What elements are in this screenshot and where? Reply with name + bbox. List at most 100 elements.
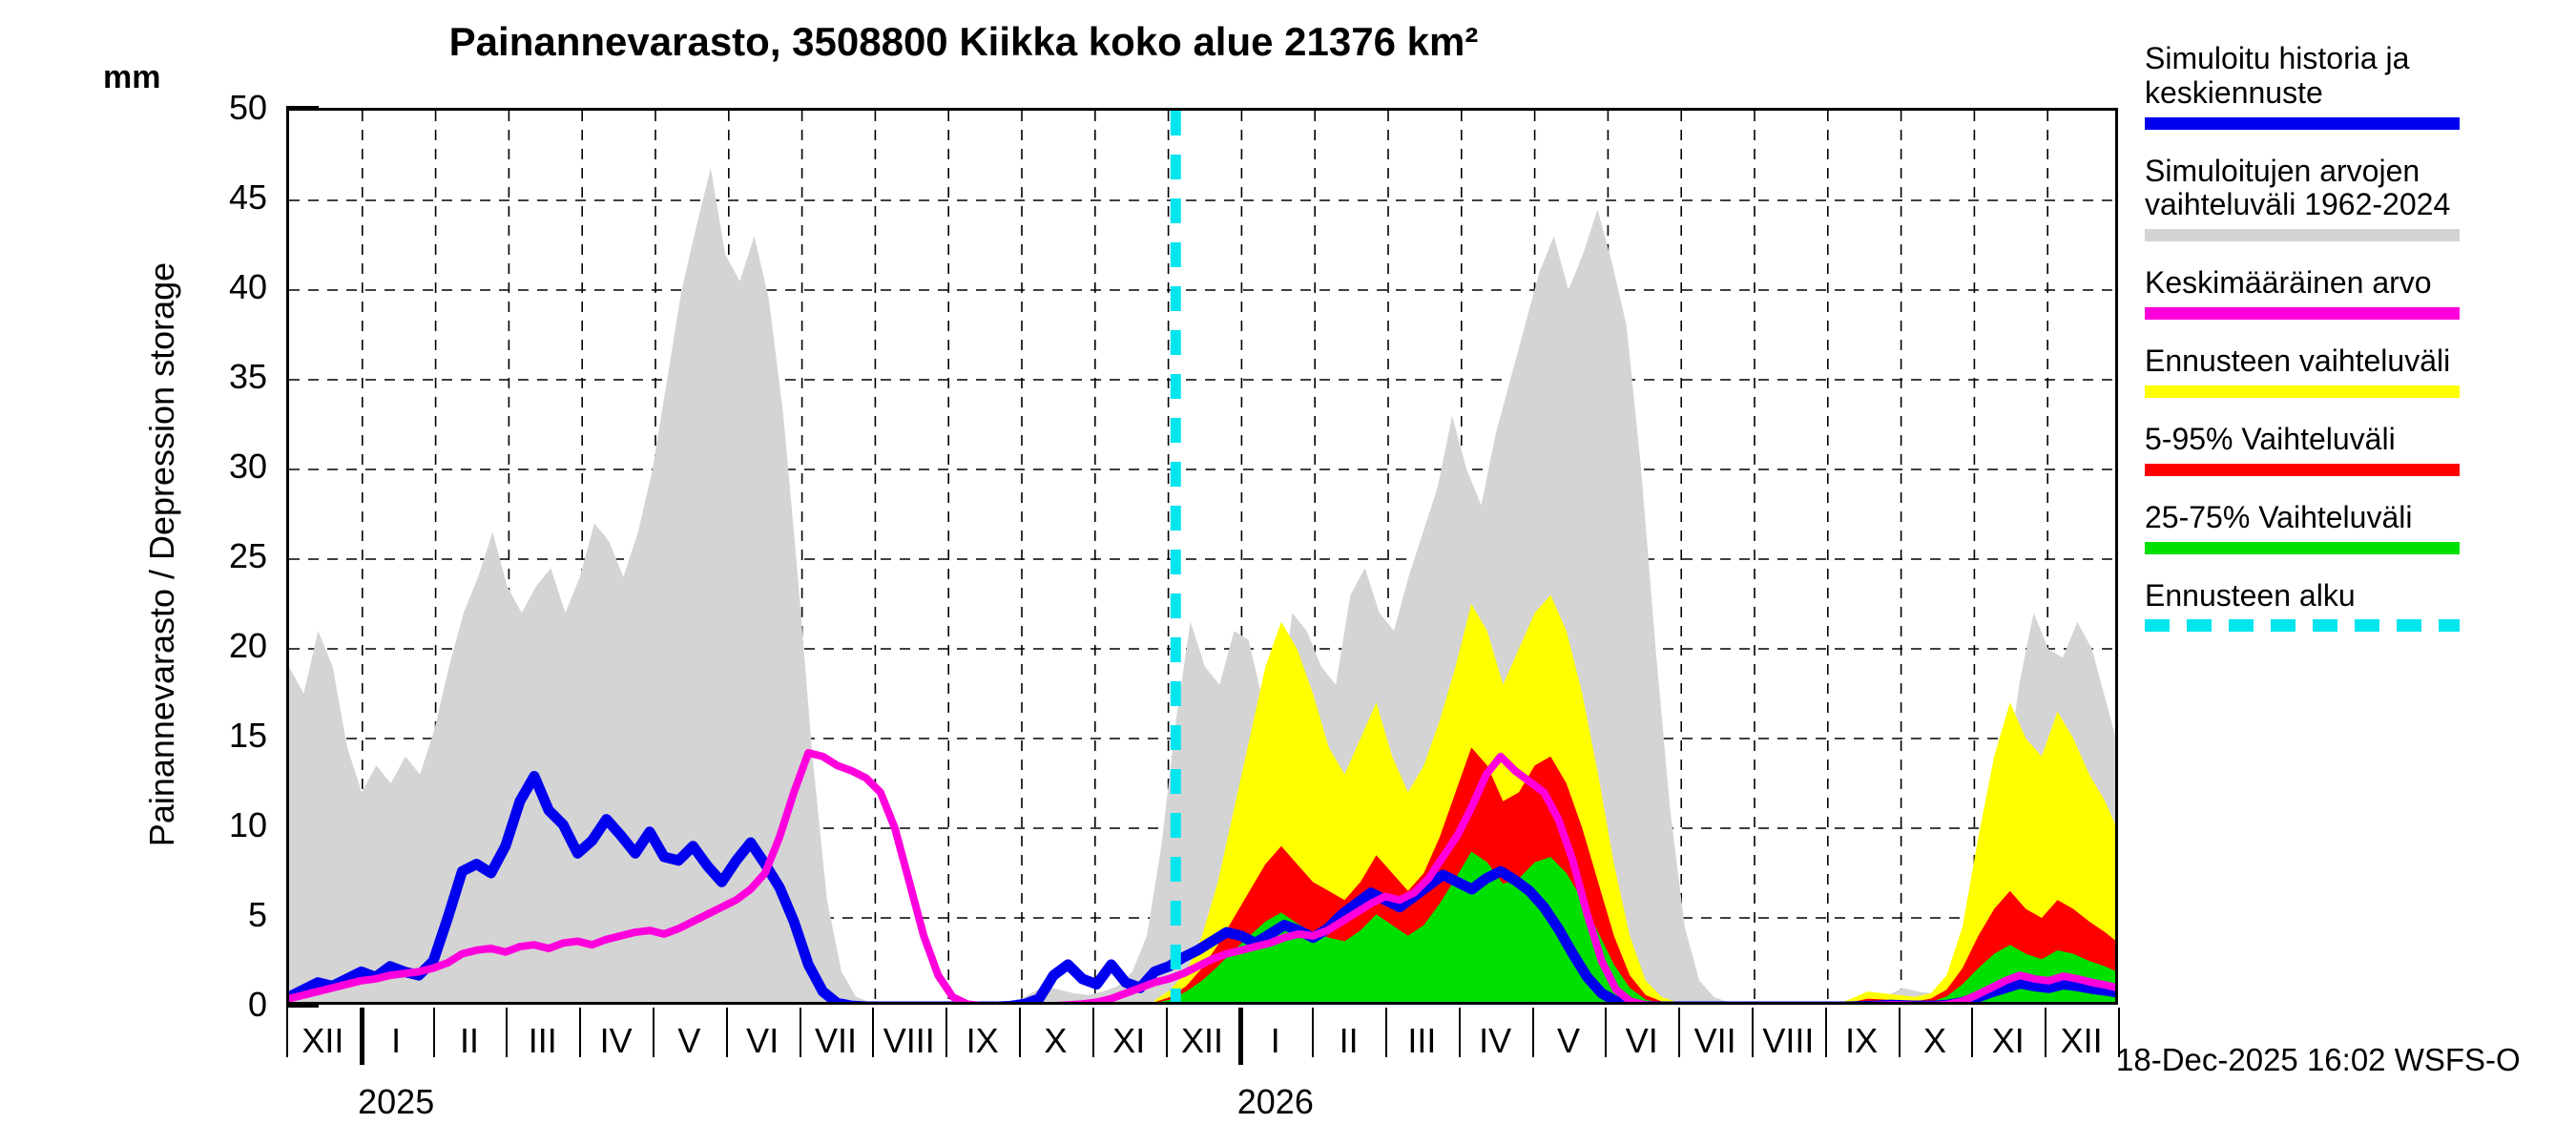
legend-label: Ennusteen alku — [2145, 577, 2356, 613]
x-tick-label: X — [1922, 1021, 1947, 1060]
x-tick-mark-month — [1091, 1008, 1094, 1057]
y-tick-label: 40 — [228, 267, 267, 306]
x-tick-mark-month — [1165, 1008, 1168, 1057]
legend-label: 5-95% Vaihteluväli — [2145, 421, 2396, 456]
x-tick-mark-month — [2045, 1008, 2047, 1057]
x-tick-label: II — [1339, 1021, 1359, 1060]
y-tick-label: 30 — [228, 447, 267, 486]
x-tick-mark-month — [2118, 1008, 2120, 1057]
legend-label: Keskimääräinen arvo — [2145, 265, 2432, 301]
x-tick-label: XII — [2060, 1021, 2103, 1060]
x-tick-label: III — [528, 1021, 557, 1060]
legend-swatch-forecast-start — [2145, 619, 2460, 633]
legend-swatch-range-25-75 — [2145, 541, 2460, 554]
x-tick-mark-month — [506, 1008, 509, 1057]
x-axis: XII I II III IV V VI VII VIII IX X XI XII I II III IV V VI… — [286, 1008, 2120, 1121]
plot-clip — [289, 111, 2115, 1002]
x-tick-mark-year — [359, 1008, 364, 1065]
footer-timestamp: 18-Dec-2025 16:02 WSFS-O — [2116, 1042, 2521, 1077]
legend-entry-simulated-history: Simuloitu historia ja keskiennuste — [2145, 41, 2565, 130]
x-tick-label: III — [1407, 1021, 1437, 1060]
x-tick-label: IX — [1845, 1021, 1879, 1060]
x-tick-mark-month — [1824, 1008, 1827, 1057]
series-band — [289, 168, 2115, 1002]
legend-swatch-mean-value — [2145, 307, 2460, 321]
x-tick-mark-month — [579, 1008, 582, 1057]
legend-swatch-simulated-range — [2145, 229, 2460, 242]
y-tick-label: 25 — [228, 536, 267, 575]
x-tick-label: II — [459, 1021, 480, 1060]
legend-label: Simuloitujen arvojen vaihteluväli 1962-2… — [2145, 153, 2451, 222]
y-tick-label: 15 — [228, 716, 267, 755]
legend-swatch-range-5-95 — [2145, 463, 2460, 476]
y-tick-label: 20 — [228, 626, 267, 665]
series-band — [1159, 851, 2115, 1002]
series-line — [289, 770, 2115, 1002]
y-tick-label: 0 — [247, 985, 267, 1024]
legend-swatch-simulated-history — [2145, 116, 2460, 130]
plot-area — [286, 108, 2118, 1005]
x-tick-label: IV — [1479, 1021, 1512, 1060]
x-tick-label: I — [1270, 1021, 1280, 1060]
x-tick-mark-month — [1898, 1008, 1901, 1057]
x-tick-mark-month — [1752, 1008, 1754, 1057]
chart-canvas — [289, 111, 2115, 1002]
y-tick-label: 5 — [247, 895, 267, 934]
legend-label: Simuloitu historia ja keskiennuste — [2145, 41, 2410, 110]
legend-entry-forecast-start: Ennusteen alku — [2145, 577, 2565, 633]
y-tick-label: 35 — [228, 357, 267, 396]
y-tick-label: 45 — [228, 177, 267, 217]
x-tick-label: XI — [1991, 1021, 2025, 1060]
x-axis-year-label: 2025 — [358, 1082, 435, 1121]
x-tick-mark-month — [286, 1008, 288, 1057]
x-tick-mark-month — [945, 1008, 948, 1057]
y-tick-label: 50 — [228, 88, 267, 127]
x-tick-mark-month — [725, 1008, 728, 1057]
legend-label: Ennusteen vaihteluväli — [2145, 344, 2451, 379]
x-tick-mark-month — [1019, 1008, 1021, 1057]
y-axis-unit: mm — [103, 59, 161, 95]
x-axis-year-label: 2026 — [1236, 1082, 1314, 1121]
x-tick-mark-month — [1971, 1008, 1974, 1057]
legend-swatch-forecast-range — [2145, 385, 2460, 398]
x-tick-mark-month — [432, 1008, 435, 1057]
x-tick-label: IV — [599, 1021, 633, 1060]
x-tick-mark-month — [799, 1008, 801, 1057]
y-tick-label: 10 — [228, 805, 267, 844]
x-tick-label: VII — [814, 1021, 858, 1060]
x-tick-mark-month — [1385, 1008, 1387, 1057]
x-tick-label: XII — [301, 1021, 344, 1060]
x-tick-label: VIII — [883, 1021, 935, 1060]
x-tick-label: I — [391, 1021, 402, 1060]
x-tick-mark-month — [1531, 1008, 1534, 1057]
x-tick-mark-month — [872, 1008, 875, 1057]
x-tick-label: VIII — [1762, 1021, 1815, 1060]
x-tick-mark-year — [1238, 1008, 1244, 1065]
legend-entry-mean-value: Keskimääräinen arvo — [2145, 265, 2565, 321]
y-tick-mark — [286, 1003, 319, 1008]
x-tick-mark-month — [1605, 1008, 1608, 1057]
x-tick-label: V — [677, 1021, 701, 1060]
x-tick-label: VI — [1625, 1021, 1658, 1060]
x-tick-label: V — [1556, 1021, 1581, 1060]
legend-entry-forecast-range: Ennusteen vaihteluväli — [2145, 344, 2565, 398]
x-tick-label: VII — [1693, 1021, 1736, 1060]
legend: Simuloitu historia ja keskiennuste Simulo… — [2145, 41, 2565, 656]
x-tick-label: XI — [1112, 1021, 1146, 1060]
legend-entry-range-25-75: 25-75% Vaihteluväli — [2145, 499, 2565, 554]
x-tick-mark-month — [1312, 1008, 1315, 1057]
x-tick-label: IX — [966, 1021, 999, 1060]
page-title: Painannevarasto, 3508800 Kiikka koko alu… — [448, 19, 1479, 64]
legend-entry-range-5-95: 5-95% Vaihteluväli — [2145, 421, 2565, 476]
x-tick-label: VI — [746, 1021, 779, 1060]
x-tick-mark-month — [1458, 1008, 1461, 1057]
x-tick-mark-month — [1678, 1008, 1681, 1057]
x-tick-label: XII — [1180, 1021, 1224, 1060]
legend-entry-simulated-range: Simuloitujen arvojen vaihteluväli 1962-2… — [2145, 153, 2565, 242]
x-tick-label: X — [1044, 1021, 1068, 1060]
x-tick-mark-month — [653, 1008, 654, 1057]
series-line — [289, 749, 2115, 1002]
legend-label: 25-75% Vaihteluväli — [2145, 499, 2413, 534]
y-tick-labels: 0 5 10 15 20 25 30 35 40 45 50 — [143, 88, 267, 1024]
